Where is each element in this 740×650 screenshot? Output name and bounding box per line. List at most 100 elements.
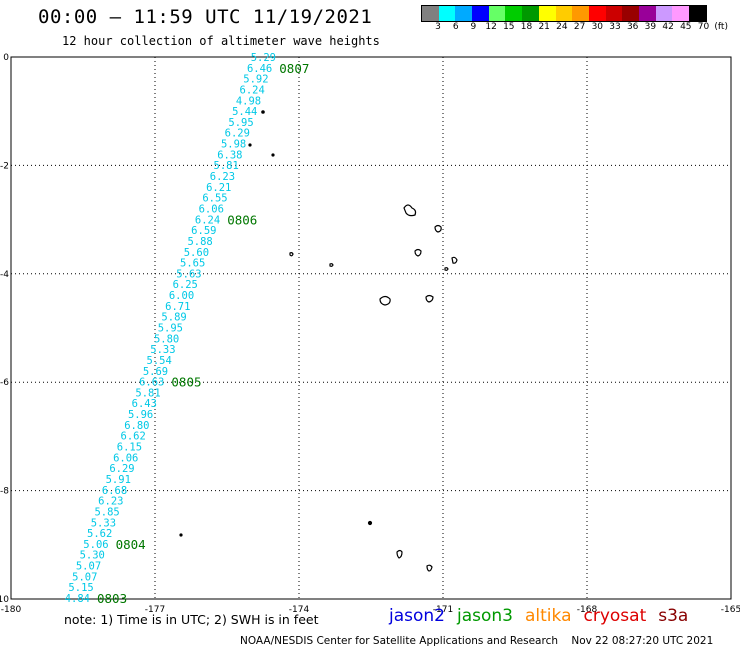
swh-value-label: 5.89 (161, 312, 186, 324)
color-swatch (505, 6, 523, 21)
swh-value-label: 5.44 (232, 106, 257, 118)
color-swatch (588, 6, 606, 21)
chart-title: 00:00 – 11:59 UTC 11/19/2021 (38, 6, 373, 28)
y-tick-label: -6 (0, 378, 9, 388)
color-swatch (605, 6, 623, 21)
swh-value-label: 6.25 (173, 279, 198, 291)
color-swatch (572, 6, 589, 21)
swh-value-label: 6.43 (132, 398, 157, 410)
color-swatch (655, 6, 673, 21)
swh-value-label: 6.29 (225, 128, 250, 140)
swh-value-label: 5.80 (154, 333, 179, 345)
legend-altika: altika (525, 606, 572, 626)
swh-value-label: 5.62 (87, 528, 112, 540)
swh-value-label: 5.81 (214, 160, 239, 172)
chart-subtitle: 12 hour collection of altimeter wave hei… (62, 34, 380, 48)
color-scale-label: 27 (573, 22, 586, 32)
color-swatch (488, 6, 506, 21)
swh-value-label: 5.29 (251, 52, 276, 64)
axis-ticks: -180 -177 -174 -171 -168 -165 0 -2 -4 -6 -8 -10 (0, 53, 740, 615)
swh-value-label: 6.62 (121, 431, 146, 443)
swh-value-label: 5.85 (94, 506, 119, 518)
island (396, 549, 403, 559)
color-swatch (438, 6, 456, 21)
island (289, 252, 294, 257)
color-swatch (455, 6, 473, 21)
swh-value-label: 5.95 (158, 323, 183, 335)
time-label: 0803 (97, 591, 127, 606)
color-scale-label: 36 (626, 22, 639, 32)
x-tick-label: -171 (433, 605, 453, 615)
grid-lines (11, 57, 731, 599)
color-swatch (638, 6, 656, 21)
island (379, 295, 391, 306)
x-tick-label: -168 (577, 605, 598, 615)
legend-jason2: jason2 (389, 606, 445, 626)
swh-value-label: 6.24 (195, 214, 220, 226)
swh-value-label: 5.65 (180, 258, 205, 270)
x-tick-label: -174 (289, 605, 310, 615)
color-scale-label: 9 (470, 22, 477, 32)
swh-value-label: 6.55 (202, 193, 227, 205)
island (434, 224, 442, 233)
y-tick-label: -4 (0, 270, 9, 280)
swh-value-label: 5.15 (68, 582, 93, 594)
y-tick-label: -8 (0, 487, 9, 497)
swh-value-label: 6.80 (124, 420, 149, 432)
y-tick-label: -2 (0, 161, 9, 171)
legend-jason3: jason3 (457, 606, 513, 626)
swh-value-label: 5.88 (187, 236, 212, 248)
swh-value-label: 6.23 (210, 171, 235, 183)
color-scale-label: 33 (609, 22, 621, 32)
swh-value-label: 5.07 (72, 571, 97, 583)
color-swatch (422, 6, 439, 21)
color-scale-label: 21 (538, 22, 550, 32)
color-swatch (555, 6, 573, 21)
color-scale-label: 42 (662, 22, 674, 32)
satellite-legend: jason2 jason3 altika cryosat s3a (389, 606, 700, 626)
footer-credit: NOAA/NESDIS Center for Satellite Applica… (240, 635, 714, 647)
color-scale-bar (421, 5, 707, 22)
color-scale-label: 12 (485, 22, 497, 32)
island (426, 564, 433, 572)
time-label: 0804 (116, 537, 146, 552)
swh-value-label: 6.00 (169, 290, 194, 302)
swh-value-label: 6.38 (217, 149, 242, 161)
color-scale-label: 24 (556, 22, 568, 32)
swh-value-label: 5.63 (176, 268, 201, 280)
color-scale-label: 18 (520, 22, 533, 32)
color-scale-label: (ft) (714, 22, 728, 32)
legend-cryosat: cryosat (583, 606, 647, 626)
swh-value-label: 5.30 (80, 550, 105, 562)
island (329, 263, 334, 267)
swh-value-label: 5.69 (143, 366, 168, 378)
swh-value-label: 5.07 (76, 561, 101, 573)
color-swatch (472, 6, 489, 21)
x-tick-label: -177 (145, 605, 165, 615)
satellite-track: 5.296.465.926.244.985.445.956.295.986.38… (65, 52, 310, 606)
color-scale-label: 45 (680, 22, 692, 32)
x-tick-label: -180 (1, 605, 22, 615)
swh-value-label: 4.84 (65, 593, 90, 605)
swh-value-label: 6.15 (117, 442, 142, 454)
swh-value-label: 5.33 (150, 344, 175, 356)
swh-value-label: 5.96 (128, 409, 153, 421)
swh-value-label: 5.54 (147, 355, 172, 367)
swh-value-label: 6.71 (165, 301, 190, 313)
x-tick-label: -165 (721, 605, 740, 615)
color-swatch (622, 6, 639, 21)
color-swatch (522, 6, 539, 21)
island (444, 267, 449, 271)
swh-value-label: 6.06 (199, 203, 224, 215)
time-label: 0807 (279, 61, 309, 76)
swh-value-label: 5.81 (135, 387, 160, 399)
color-scale-label: 15 (503, 22, 515, 32)
islands (179, 110, 458, 572)
y-tick-label: -10 (0, 595, 9, 605)
swh-value-label: 5.06 (83, 539, 108, 551)
swh-value-label: 5.60 (184, 247, 209, 259)
note-text: note: 1) Time is in UTC; 2) SWH is in fe… (64, 612, 319, 627)
color-scale-label: 30 (591, 22, 604, 32)
swh-value-label: 6.24 (240, 84, 265, 96)
